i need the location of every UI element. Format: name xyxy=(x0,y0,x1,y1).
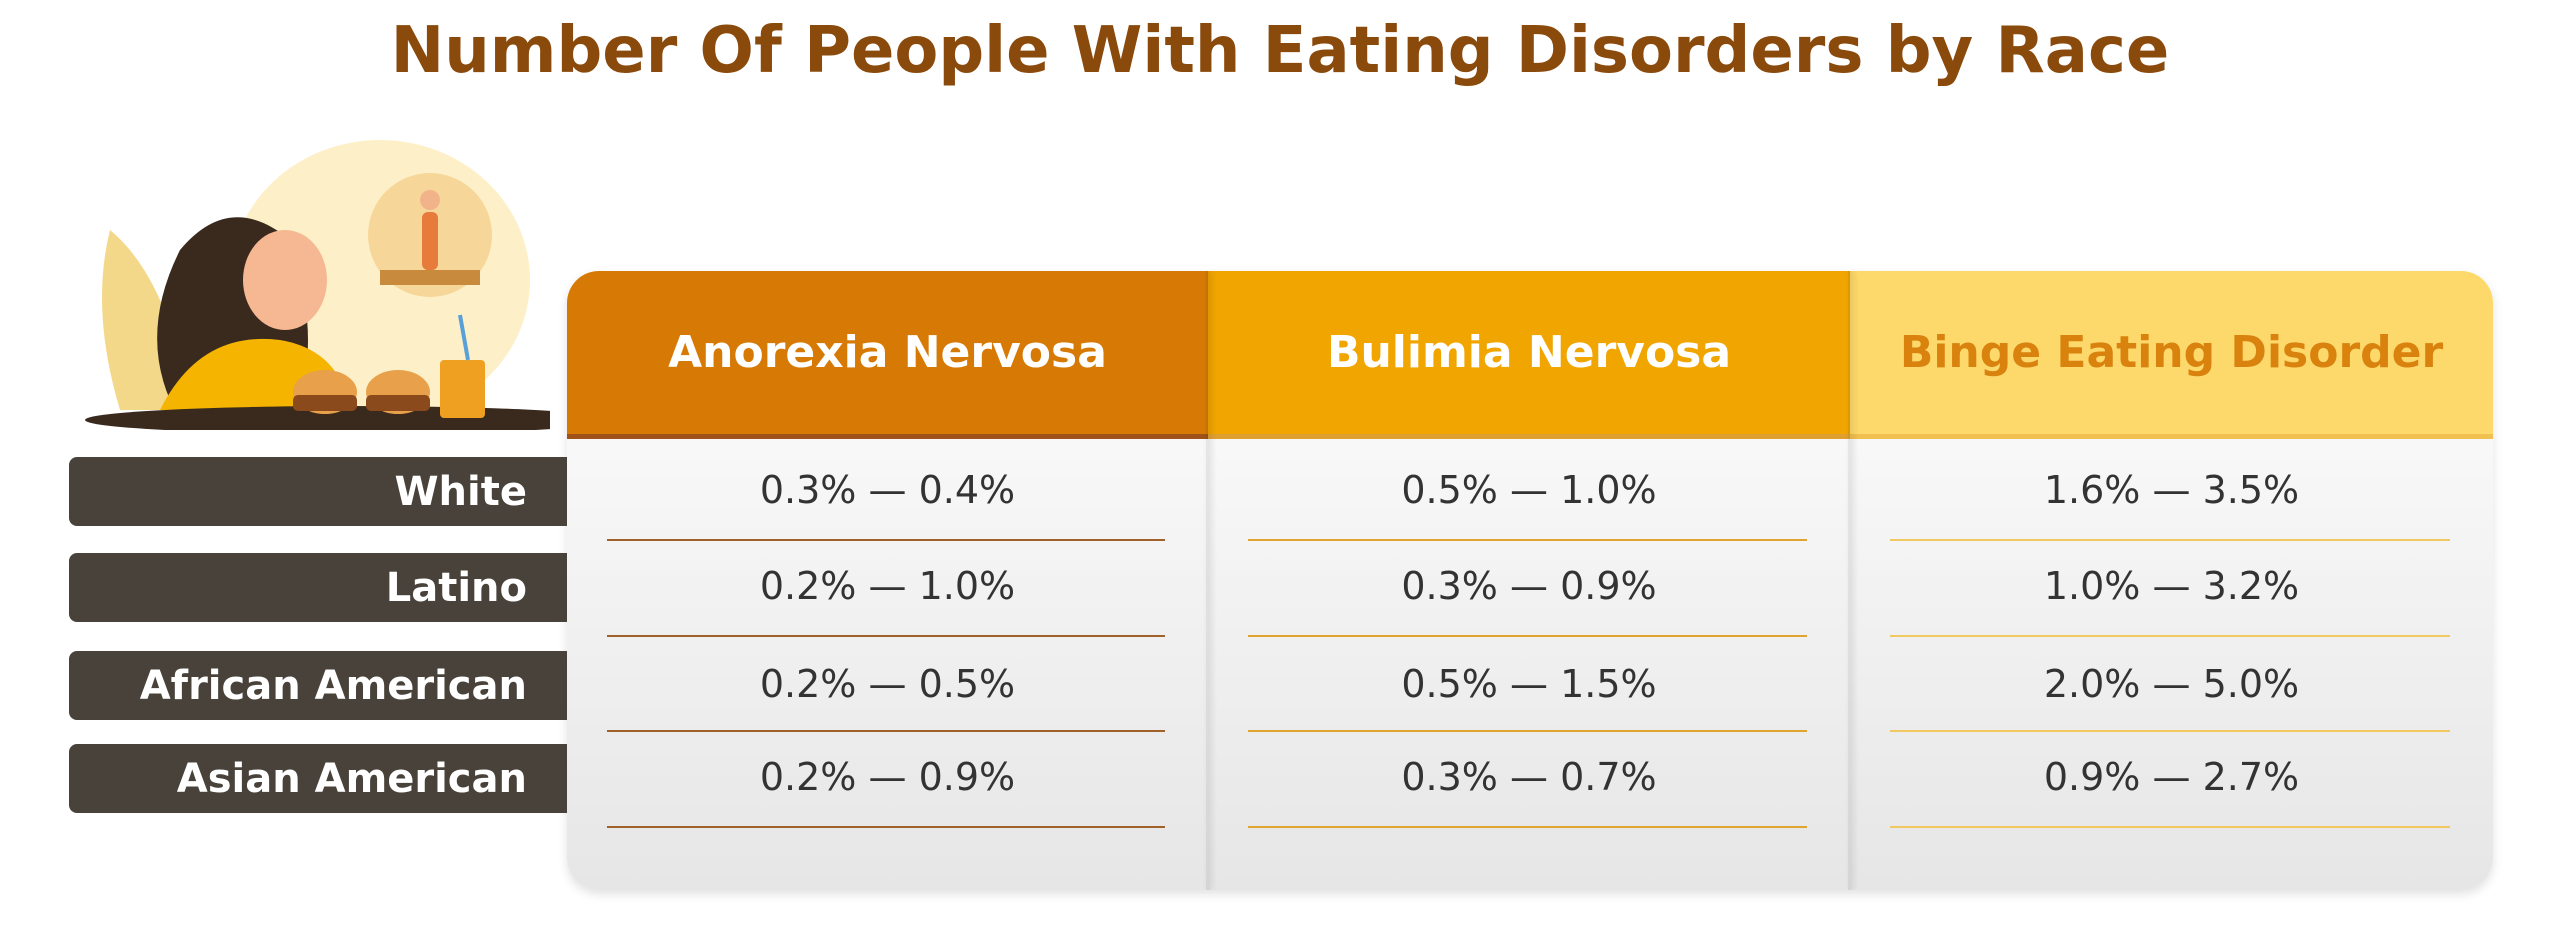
cell: 2.0% — 5.0% xyxy=(2043,662,2300,706)
cell: 1.6% — 3.5% xyxy=(2043,468,2300,512)
header-underline xyxy=(1208,434,1850,439)
column-divider xyxy=(1206,271,1210,890)
row-separator xyxy=(607,539,1165,541)
row-separator xyxy=(1890,539,2450,541)
row-separator xyxy=(1890,635,2450,637)
row-separator xyxy=(607,826,1165,828)
cell: 0.9% — 2.7% xyxy=(2043,755,2300,799)
row-separator xyxy=(607,635,1165,637)
row-separator xyxy=(1248,730,1807,732)
row-label: Asian American xyxy=(69,744,567,813)
row-label: White xyxy=(69,457,567,526)
cell: 0.3% — 0.4% xyxy=(759,468,1016,512)
cell: 0.5% — 1.5% xyxy=(1401,662,1657,706)
row-separator xyxy=(1248,635,1807,637)
cell: 0.3% — 0.9% xyxy=(1401,564,1657,608)
column-header: Anorexia Nervosa xyxy=(567,271,1208,434)
column-header: Bulimia Nervosa xyxy=(1208,271,1850,434)
row-separator xyxy=(1890,730,2450,732)
row-label: Latino xyxy=(69,553,567,622)
row-separator xyxy=(607,730,1165,732)
header-underline xyxy=(567,434,1208,439)
cell: 1.0% — 3.2% xyxy=(2043,564,2300,608)
header-underline xyxy=(1850,434,2493,439)
cell: 0.2% — 1.0% xyxy=(759,564,1016,608)
row-label: African American xyxy=(69,651,567,720)
illustration xyxy=(85,140,550,430)
cell: 0.5% — 1.0% xyxy=(1401,468,1657,512)
row-separator xyxy=(1890,826,2450,828)
cell: 0.3% — 0.7% xyxy=(1401,755,1657,799)
column-header: Binge Eating Disorder xyxy=(1850,271,2493,434)
row-separator xyxy=(1248,826,1807,828)
column-divider xyxy=(1848,271,1852,890)
title: Number Of People With Eating Disorders b… xyxy=(390,14,2170,88)
row-separator xyxy=(1248,539,1807,541)
cell: 0.2% — 0.9% xyxy=(759,755,1016,799)
table: Anorexia Nervosa Bulimia Nervosa Binge Eat… xyxy=(567,271,2493,890)
cell: 0.2% — 0.5% xyxy=(759,662,1016,706)
